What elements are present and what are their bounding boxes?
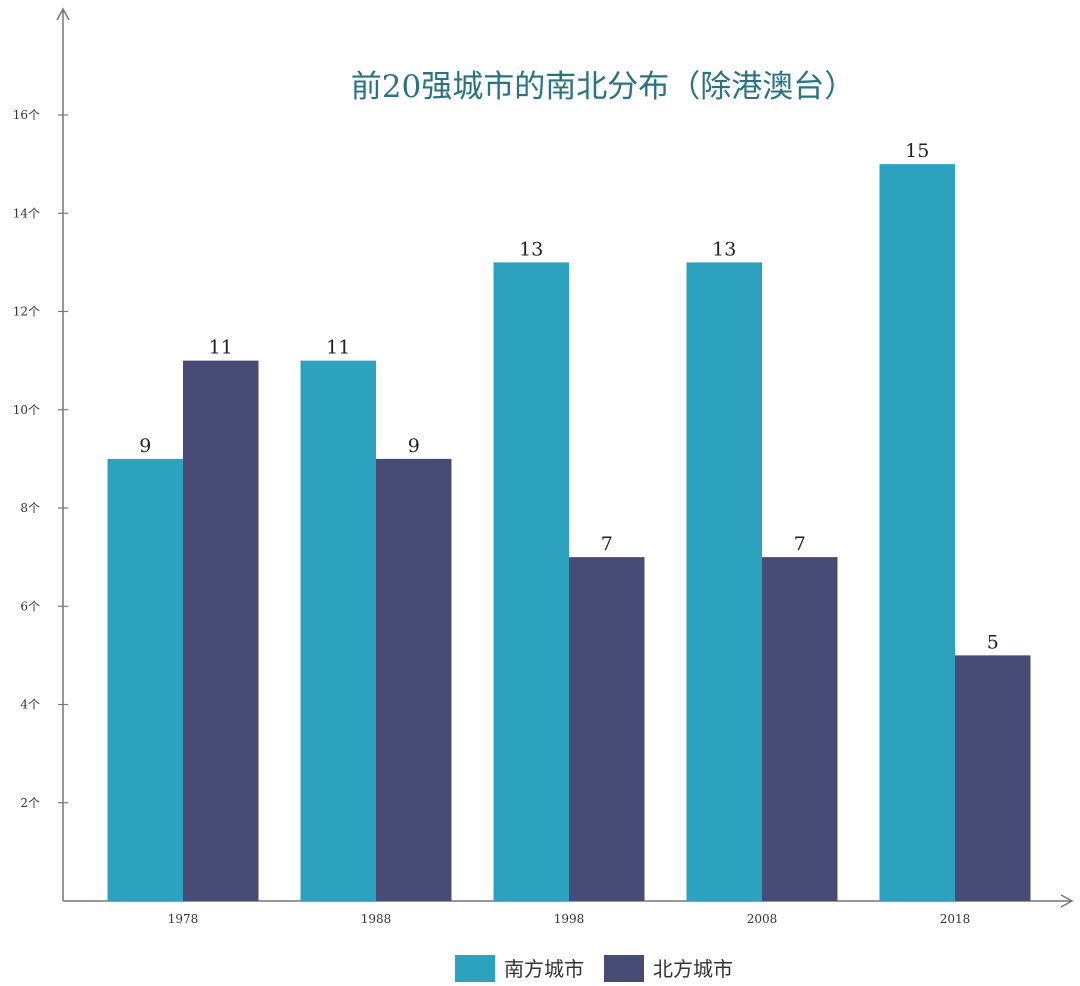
legend-swatch bbox=[604, 955, 644, 982]
y-tick-label: 2个 bbox=[20, 796, 40, 810]
bar-value-label: 7 bbox=[794, 533, 806, 555]
bar bbox=[376, 458, 452, 901]
legend-swatch bbox=[455, 955, 495, 982]
bar bbox=[879, 164, 955, 901]
legend-label: 北方城市 bbox=[653, 957, 733, 981]
bar bbox=[762, 557, 838, 901]
bar bbox=[107, 458, 183, 901]
y-tick-label: 12个 bbox=[13, 305, 40, 319]
bar-value-label: 9 bbox=[139, 435, 151, 457]
y-tick-label: 10个 bbox=[13, 403, 40, 417]
x-tick-label: 1988 bbox=[361, 912, 392, 926]
y-tick-label: 6个 bbox=[20, 599, 40, 613]
bar-value-label: 11 bbox=[209, 337, 233, 359]
bar-value-label: 11 bbox=[326, 337, 350, 359]
x-tick-label: 2018 bbox=[940, 912, 971, 926]
y-tick-label: 14个 bbox=[13, 206, 40, 220]
y-tick-label: 16个 bbox=[13, 108, 40, 122]
x-axis-arrow bbox=[1060, 894, 1074, 908]
bar bbox=[686, 262, 762, 901]
bar-value-label: 15 bbox=[905, 140, 929, 162]
y-tick-label: 8个 bbox=[20, 501, 40, 515]
legend: 南方城市 北方城市 bbox=[455, 955, 733, 982]
y-tick-label: 4个 bbox=[20, 698, 40, 712]
bar-value-label: 9 bbox=[408, 435, 420, 457]
x-tick-label: 1978 bbox=[168, 912, 199, 926]
legend-label: 南方城市 bbox=[504, 957, 584, 981]
bar-value-label: 5 bbox=[987, 631, 999, 653]
x-tick-label: 2008 bbox=[747, 912, 778, 926]
bar bbox=[183, 360, 259, 901]
bar-value-label: 7 bbox=[601, 533, 613, 555]
bar-value-label: 13 bbox=[712, 238, 736, 260]
chart-title: 前20强城市的南北分布（除港澳台） bbox=[351, 69, 855, 105]
bar bbox=[493, 262, 569, 901]
bar bbox=[955, 655, 1031, 901]
bar-value-label: 13 bbox=[519, 238, 543, 260]
bars: 9 11 11 9 13 7 13 7 15 5 bbox=[107, 140, 1031, 901]
x-tick-label: 1998 bbox=[554, 912, 585, 926]
y-axis-arrow bbox=[56, 7, 70, 21]
bar bbox=[300, 360, 376, 901]
bar bbox=[569, 557, 645, 901]
